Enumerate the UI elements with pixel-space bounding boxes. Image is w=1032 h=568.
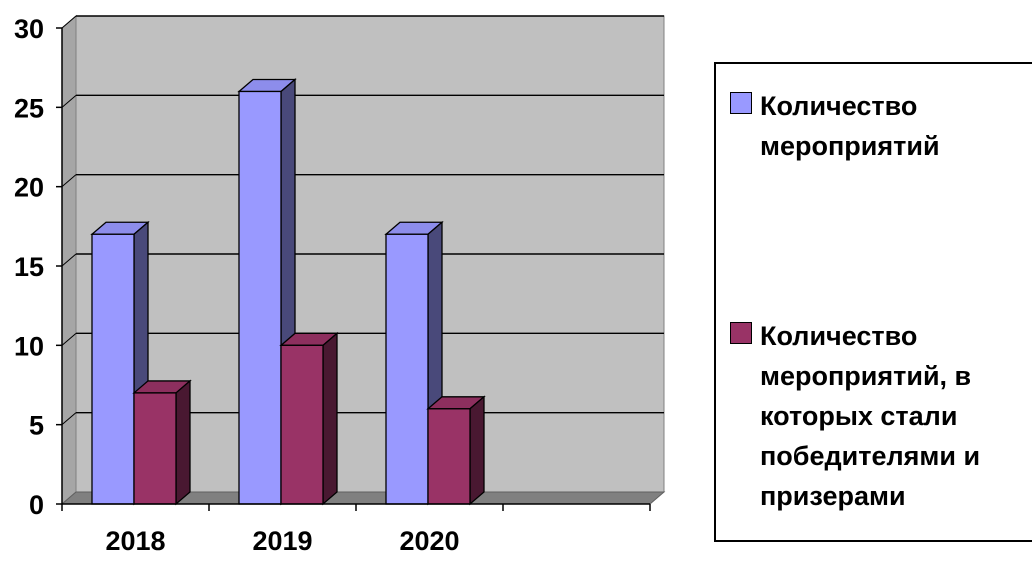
bar xyxy=(91,233,135,505)
y-tick-label: 15 xyxy=(14,252,44,282)
legend-swatch-series-1 xyxy=(730,92,752,114)
bar-side xyxy=(322,331,338,506)
x-tick-label: 2018 xyxy=(105,526,165,556)
y-tick-label: 30 xyxy=(14,14,44,44)
legend-swatch-series-2 xyxy=(730,322,752,344)
legend-label-series-1: Количество мероприятий xyxy=(760,91,940,161)
bar xyxy=(280,344,324,505)
y-tick-label: 10 xyxy=(14,331,44,361)
gridline-side xyxy=(61,332,77,346)
y-tick-label: 20 xyxy=(14,173,44,203)
x-tick-label: 2020 xyxy=(399,526,459,556)
bar-side xyxy=(469,395,485,506)
bar xyxy=(133,392,177,505)
gridline-side xyxy=(61,94,77,108)
bar xyxy=(238,90,282,505)
gridline-side xyxy=(61,174,77,188)
bar xyxy=(427,408,471,505)
legend-item-series-1: Количество мероприятий xyxy=(730,86,1032,166)
chart-legend: Количество мероприятий Количество меропр… xyxy=(714,62,1032,542)
bar xyxy=(385,233,429,505)
y-tick-label: 5 xyxy=(29,411,44,441)
gridline-side xyxy=(61,412,77,426)
gridline-side xyxy=(61,15,77,29)
legend-item-series-2: Количество мероприятий, в которых стали … xyxy=(730,316,1032,516)
gridline-side xyxy=(61,253,77,267)
x-tick-label: 2019 xyxy=(252,526,312,556)
y-tick-label: 25 xyxy=(14,93,44,123)
y-tick-label: 0 xyxy=(29,490,44,520)
bar-side xyxy=(175,379,191,506)
legend-label-series-2: Количество мероприятий, в которых стали … xyxy=(760,321,981,511)
